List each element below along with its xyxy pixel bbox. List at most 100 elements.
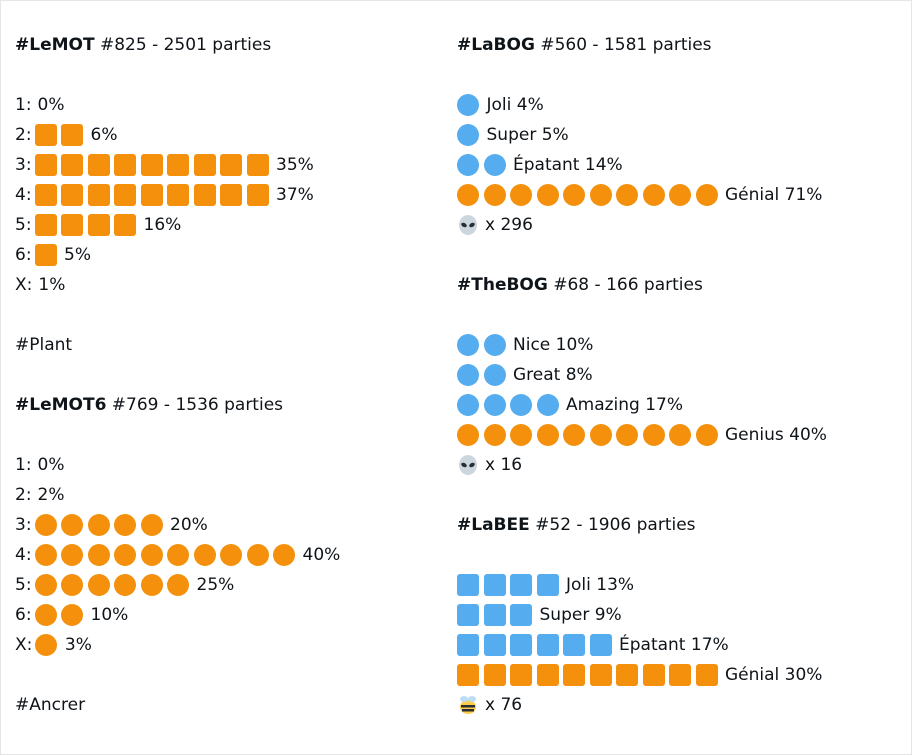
row-label: 5: xyxy=(15,215,32,235)
block xyxy=(34,154,57,176)
row-label: 1: xyxy=(15,455,32,475)
block xyxy=(273,544,296,566)
block xyxy=(61,214,84,236)
row-label: 2: xyxy=(15,485,32,505)
block xyxy=(457,634,479,656)
row-text: Amazing 17% xyxy=(566,395,684,415)
title: #825 - 2501 parties xyxy=(94,35,272,55)
row-text: Super 9% xyxy=(539,605,622,625)
block xyxy=(669,664,691,686)
result-row: Génial 71% xyxy=(457,180,827,210)
block xyxy=(87,214,110,236)
extra-text: x 16 xyxy=(485,455,523,475)
spacer xyxy=(457,60,827,90)
block xyxy=(483,574,506,596)
block xyxy=(457,664,479,686)
block xyxy=(114,214,137,236)
section-title: #TheBOG #68 - 166 parties xyxy=(457,270,827,300)
result-row: Super 9% xyxy=(457,600,827,630)
row-text: 40% xyxy=(302,545,341,565)
block xyxy=(483,334,506,356)
spacer xyxy=(15,420,340,450)
block xyxy=(616,424,638,446)
row-text: Épatant 14% xyxy=(513,155,623,175)
result-row: Nice 10% xyxy=(457,330,827,360)
block xyxy=(457,94,479,116)
result-row: Great 8% xyxy=(457,360,827,390)
row-text: Génial 71% xyxy=(725,185,823,205)
result-row: Amazing 17% xyxy=(457,390,827,420)
block xyxy=(563,424,585,446)
block xyxy=(457,334,479,356)
title: #52 - 1906 parties xyxy=(529,515,696,535)
block xyxy=(114,514,137,536)
row-label: X: xyxy=(15,635,33,655)
result-row: 5: 25% xyxy=(15,570,340,600)
section-title: #LaBEE #52 - 1906 parties xyxy=(457,510,827,540)
row-text: 5% xyxy=(64,245,92,265)
block xyxy=(61,154,84,176)
result-row: 1: 0% xyxy=(15,90,340,120)
block xyxy=(246,184,269,206)
row-text: Nice 10% xyxy=(513,335,594,355)
block xyxy=(616,184,638,206)
result-row: 4: 37% xyxy=(15,180,340,210)
row-text: 25% xyxy=(196,575,235,595)
row-text: 35% xyxy=(276,155,314,175)
block xyxy=(536,664,559,686)
block xyxy=(457,424,479,446)
block xyxy=(220,544,243,566)
block xyxy=(457,604,479,626)
block xyxy=(87,154,110,176)
title: #68 - 166 parties xyxy=(547,275,703,295)
block xyxy=(457,574,479,596)
row-text: Joli 13% xyxy=(566,575,635,595)
block xyxy=(167,184,190,206)
block xyxy=(140,514,163,536)
row-text: Épatant 17% xyxy=(619,635,729,655)
block xyxy=(61,124,84,146)
block xyxy=(589,184,612,206)
spacer xyxy=(457,240,827,270)
row-label: X: xyxy=(15,275,33,295)
spacer xyxy=(15,360,340,390)
row-text: 3% xyxy=(64,635,92,655)
row-label: 6: xyxy=(15,245,32,265)
column: #LeMOT #825 - 2501 parties 1: 0% 2: 6% 3: 35% 4… xyxy=(15,30,340,720)
extra-row: x 296 xyxy=(457,210,827,240)
block xyxy=(510,634,532,656)
row-label: 3: xyxy=(15,515,32,535)
tag: #LaBOG xyxy=(457,35,535,55)
block xyxy=(87,544,110,566)
block xyxy=(510,184,532,206)
result-row: 1: 0% xyxy=(15,450,340,480)
block xyxy=(87,184,110,206)
row-text: Joli 4% xyxy=(486,95,544,115)
row-label: 2: xyxy=(15,125,32,145)
block xyxy=(87,574,110,596)
row-text: 6% xyxy=(90,125,118,145)
block xyxy=(34,574,57,596)
block xyxy=(457,394,479,416)
block xyxy=(140,184,163,206)
block xyxy=(167,574,190,596)
block xyxy=(457,184,479,206)
row-text: Great 8% xyxy=(513,365,593,385)
spacer xyxy=(457,480,827,510)
extra-row: x 16 xyxy=(457,450,827,480)
title: #560 - 1581 parties xyxy=(534,35,712,55)
result-row: Joli 4% xyxy=(457,90,827,120)
block xyxy=(193,184,216,206)
result-row: 3: 20% xyxy=(15,510,340,540)
row-label: 1: xyxy=(15,95,32,115)
block xyxy=(589,424,612,446)
column: #LaBOG #560 - 1581 parties Joli 4% Super 5… xyxy=(457,30,827,720)
result-row: 2: 6% xyxy=(15,120,340,150)
block xyxy=(536,184,559,206)
result-row: 4: 40% xyxy=(15,540,340,570)
block xyxy=(563,634,585,656)
block xyxy=(642,184,665,206)
block xyxy=(589,634,612,656)
block xyxy=(246,154,269,176)
extra-row: x 76 xyxy=(457,690,827,720)
